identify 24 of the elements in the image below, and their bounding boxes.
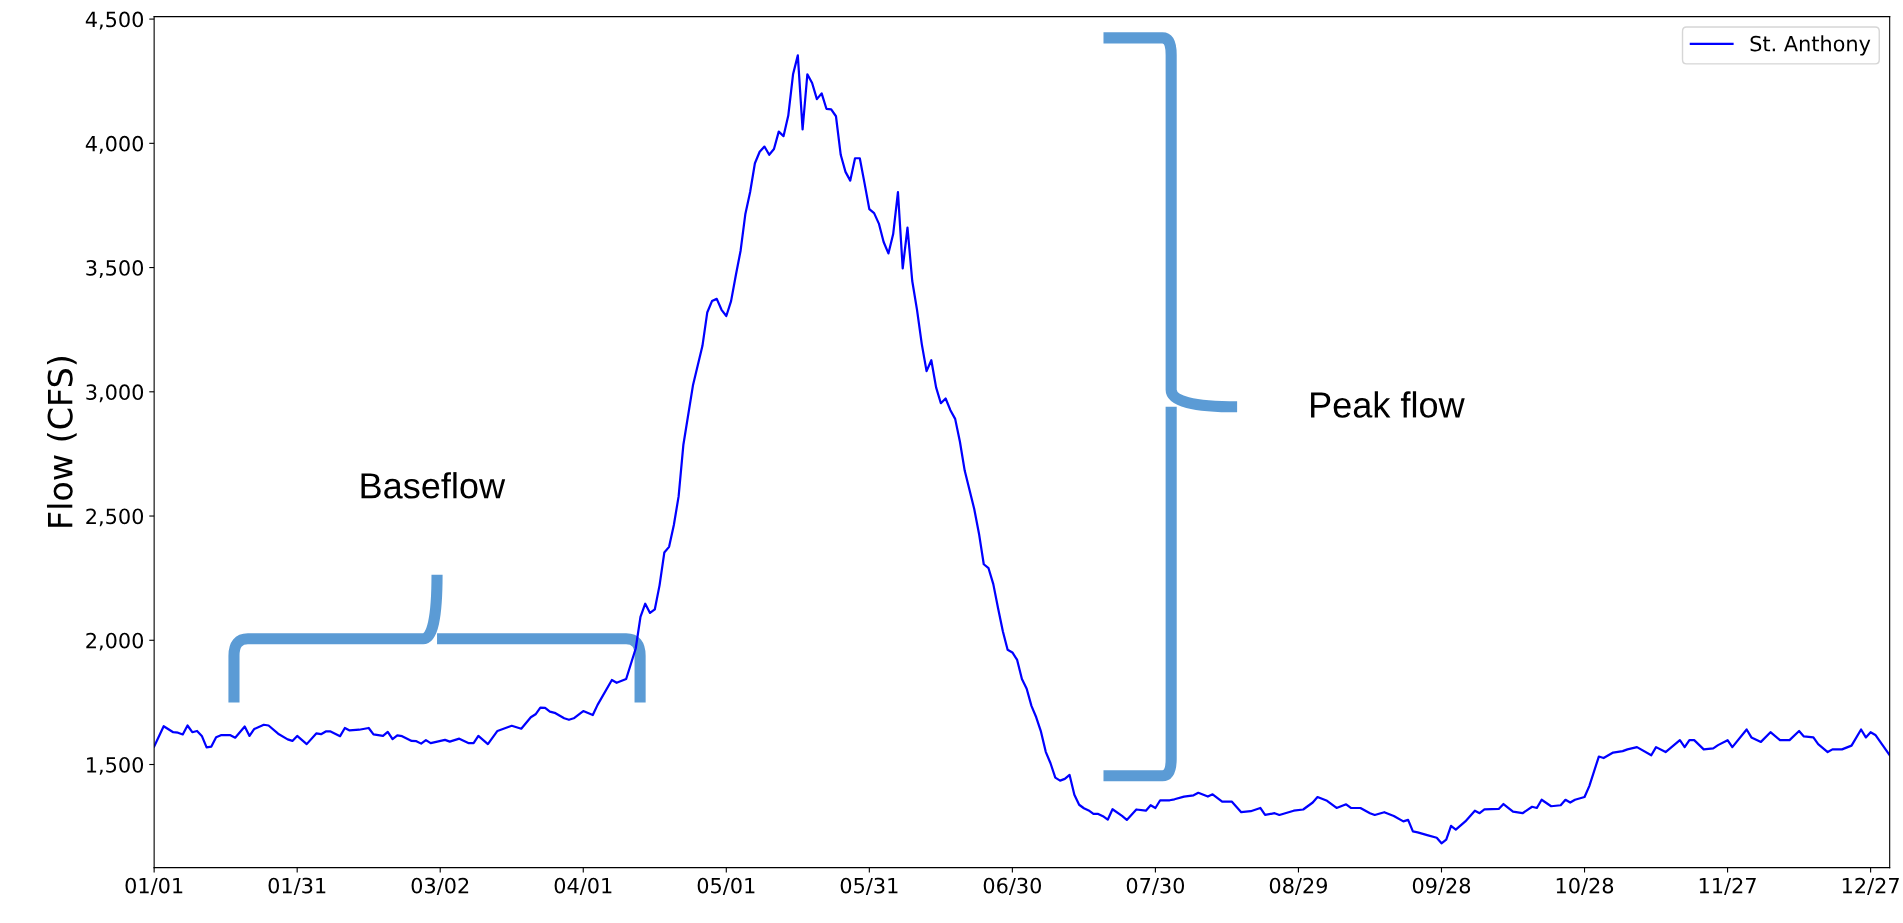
x-tick-label: 09/28 (1412, 877, 1471, 896)
y-tick-label: 4,500 (85, 11, 144, 30)
x-tick-label: 01/31 (268, 877, 326, 896)
x-tick-label: 05/01 (697, 877, 755, 896)
y-axis-title: Flow (CFS) (46, 357, 77, 527)
x-tick-label: 04/01 (554, 877, 612, 896)
x-tick-label: 08/29 (1269, 877, 1328, 896)
x-tick-label: 06/30 (983, 877, 1042, 896)
x-tick-label: 03/02 (411, 877, 469, 896)
annotation: Peak flow (1311, 391, 1465, 418)
y-tick-label: 2,000 (86, 632, 144, 651)
x-tick-label: 10/28 (1556, 877, 1614, 896)
y-tick-label: 3,500 (86, 260, 144, 278)
x-tick-label: 05/31 (840, 877, 898, 896)
x-tick-label: 01/01 (125, 877, 183, 896)
y-tick-label: 1,500 (87, 756, 144, 775)
x-tick-label: 12/27 (1842, 877, 1899, 896)
x-tick-label: 11/27 (1699, 877, 1756, 896)
y-tick-label: 2,500 (86, 508, 144, 527)
y-tick-label: 4,000 (85, 135, 144, 154)
y-tick-label: 3,000 (86, 384, 144, 403)
annotation: Baseflow (361, 472, 506, 499)
x-tick-label: 07/30 (1126, 877, 1185, 896)
legend-label: St. Anthony (1750, 35, 1871, 56)
